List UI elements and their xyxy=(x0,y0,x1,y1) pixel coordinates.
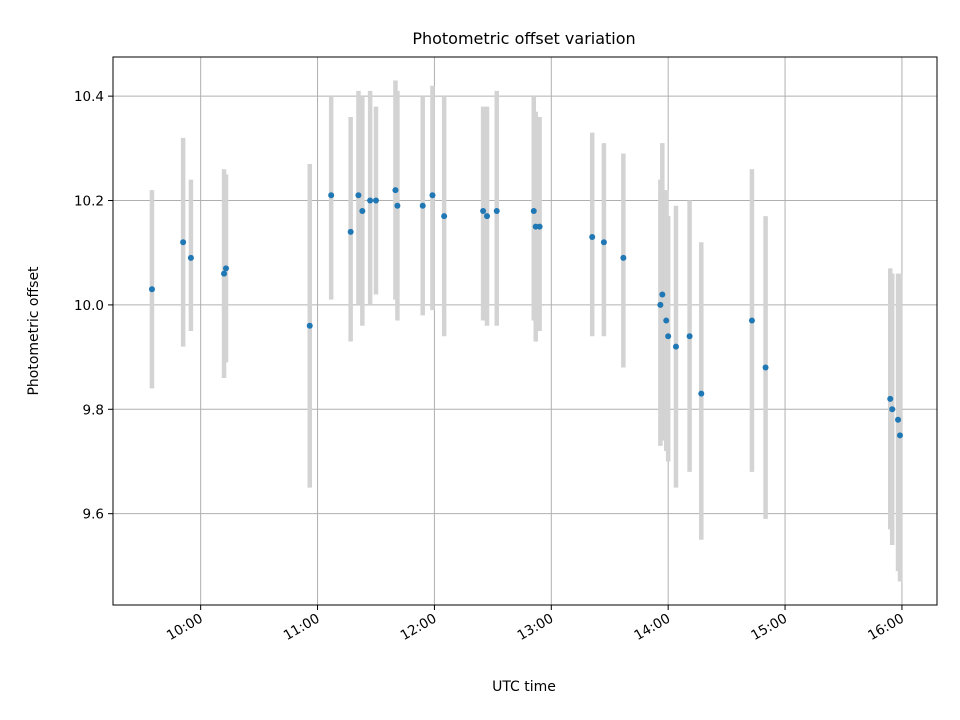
data-point xyxy=(686,333,693,340)
y-tick-label: 10.2 xyxy=(74,194,104,210)
data-point xyxy=(659,291,666,298)
data-point xyxy=(392,187,399,194)
data-point xyxy=(895,416,902,423)
data-point xyxy=(306,322,313,329)
data-point xyxy=(589,234,596,241)
data-point xyxy=(663,317,670,324)
y-tick-label: 9.6 xyxy=(83,507,104,523)
data-point xyxy=(600,239,607,246)
data-point xyxy=(530,207,537,214)
data-point xyxy=(762,364,769,371)
data-point xyxy=(480,207,487,214)
data-point xyxy=(429,192,436,199)
data-point xyxy=(896,432,903,439)
data-point xyxy=(394,202,401,209)
data-point xyxy=(484,213,491,220)
y-axis-label: Photometric offset xyxy=(26,266,42,396)
data-point xyxy=(180,239,187,246)
data-point xyxy=(665,333,672,340)
data-point xyxy=(355,192,362,199)
data-point xyxy=(536,223,543,230)
data-point xyxy=(672,343,679,350)
data-point xyxy=(889,406,896,413)
data-point xyxy=(419,202,426,209)
data-point xyxy=(347,228,354,235)
data-point xyxy=(372,197,379,204)
y-axis-ticks: 9.6 9.8 10.0 10.2 10.4 xyxy=(74,89,113,523)
data-point xyxy=(657,301,664,308)
data-points xyxy=(148,187,903,439)
data-point xyxy=(328,192,335,199)
data-point xyxy=(441,213,448,220)
plot-frame xyxy=(112,56,938,606)
data-point xyxy=(148,286,155,293)
data-point xyxy=(367,197,374,204)
data-point xyxy=(222,265,229,272)
y-tick-label: 10.4 xyxy=(74,89,104,105)
x-axis-label: UTC time xyxy=(492,679,556,695)
chart-title: Photometric offset variation xyxy=(412,29,635,48)
data-point xyxy=(698,390,705,397)
data-point xyxy=(187,254,194,261)
y-tick-label: 10.0 xyxy=(74,298,104,314)
y-tick-label: 9.8 xyxy=(83,402,104,418)
data-point xyxy=(221,270,228,277)
data-point xyxy=(359,207,366,214)
data-point xyxy=(620,254,627,261)
data-point xyxy=(887,395,894,402)
data-point xyxy=(748,317,755,324)
data-point xyxy=(493,207,500,214)
